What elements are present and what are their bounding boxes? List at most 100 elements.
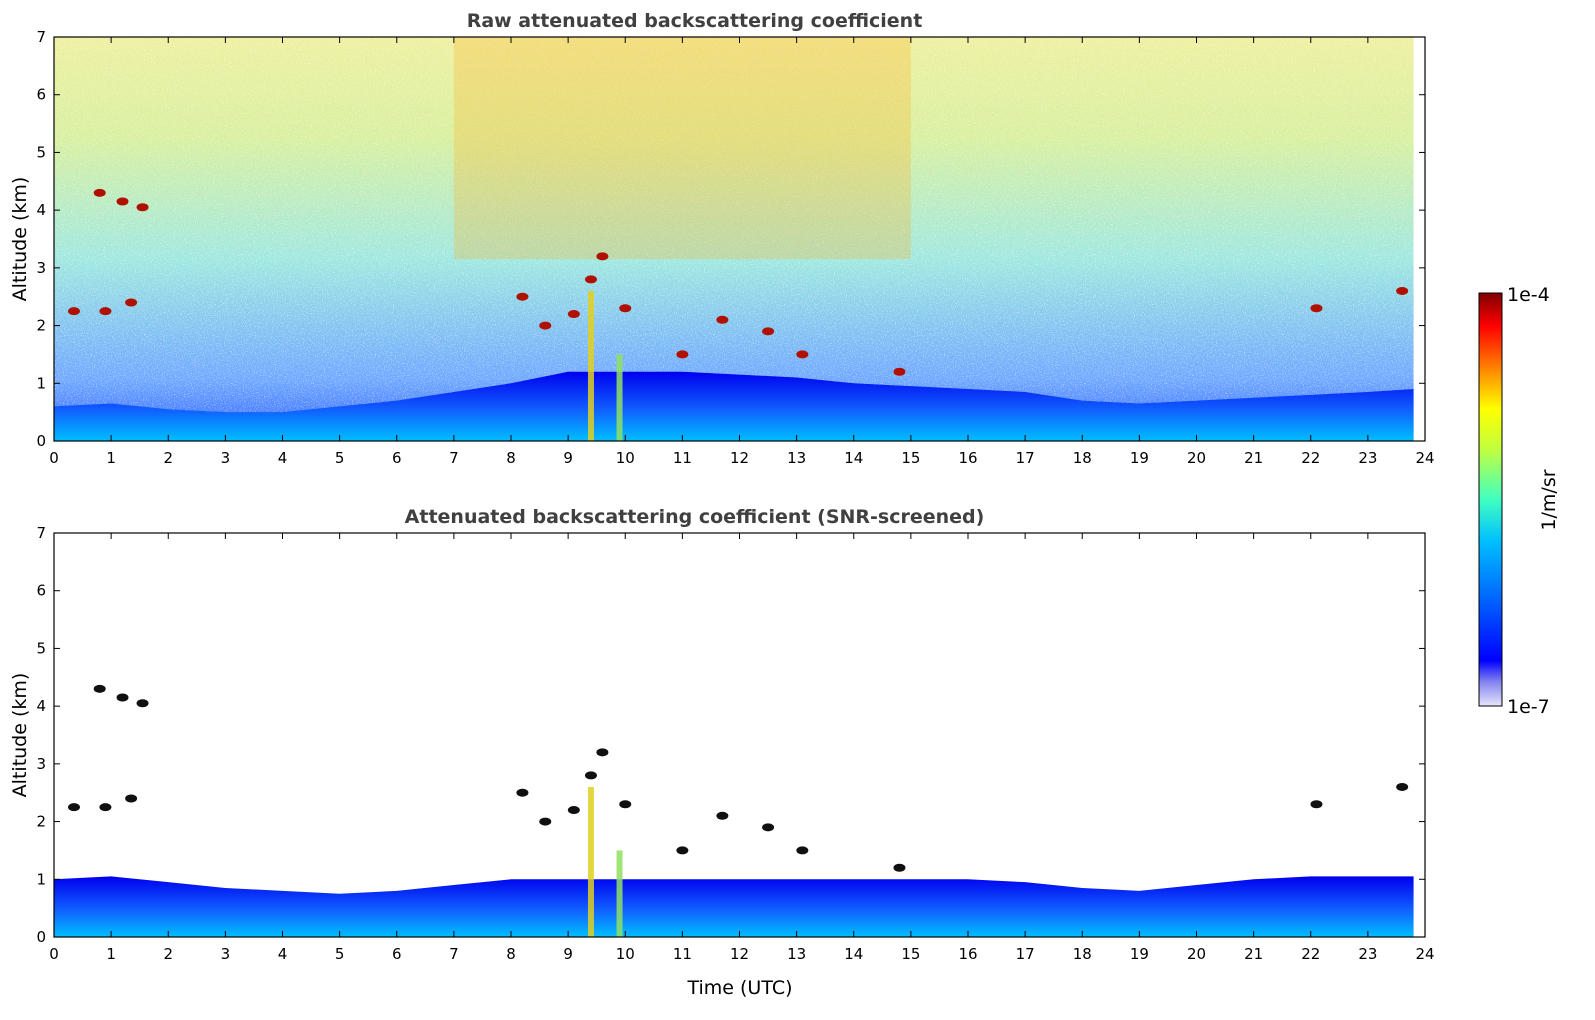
y-tick-label: 3 (36, 259, 46, 277)
cloud-feature (584, 275, 597, 284)
y-tick-label: 7 (36, 524, 46, 542)
x-tick-label: 10 (616, 449, 635, 467)
x-tick-label: 23 (1358, 945, 1377, 963)
x-tick-label: 9 (563, 449, 573, 467)
y-tick-label: 7 (36, 28, 46, 46)
colorbar-max-label: 1e-4 (1507, 284, 1550, 306)
x-tick-label: 0 (49, 945, 59, 963)
x-tick-label: 20 (1187, 449, 1206, 467)
cloud-feature (136, 699, 149, 708)
y-tick-label: 1 (36, 870, 46, 888)
cloud-feature (539, 321, 552, 330)
x-tick-label: 6 (392, 945, 402, 963)
x-tick-label: 2 (163, 945, 173, 963)
panel-title: Attenuated backscattering coefficient (S… (405, 506, 985, 528)
y-tick-label: 4 (36, 697, 46, 715)
x-tick-label: 3 (221, 449, 231, 467)
daytime-noise-band (453, 37, 911, 260)
x-tick-label: 15 (901, 449, 920, 467)
cloud-feature (539, 817, 552, 826)
x-tick-label: 13 (787, 449, 806, 467)
x-tick-label: 21 (1244, 449, 1263, 467)
x-tick-label: 11 (673, 945, 692, 963)
noise-speckle-overlay (54, 37, 1414, 441)
mixing-layer-area (54, 371, 1414, 441)
y-tick-label: 5 (36, 639, 46, 657)
cloud-feature (67, 307, 80, 316)
y-tick-label: 2 (36, 317, 46, 335)
x-tick-label: 22 (1301, 945, 1320, 963)
x-tick-label: 7 (449, 449, 459, 467)
cloud-feature (584, 771, 597, 780)
x-tick-label: 0 (49, 449, 59, 467)
x-tick-label: 19 (1130, 945, 1149, 963)
cloud-feature (619, 304, 632, 313)
x-tick-label: 18 (1073, 449, 1092, 467)
plot-frame (53, 532, 1426, 938)
cloud-feature (619, 800, 632, 809)
cloud-feature (596, 748, 609, 757)
mixing-layer-area (54, 876, 1414, 937)
y-axis-label: Altitude (km) (9, 673, 31, 798)
snr-screened-backscatter-panel: 0 1 2 3 4 5 6 7 8 9 10 11 12 13 14 15 16 17 18 19 20 21 22 23 24… (9, 506, 1435, 963)
x-tick-label: 4 (278, 449, 288, 467)
cloud-feature (567, 310, 580, 319)
x-tick-label: 23 (1358, 449, 1377, 467)
cloud-feature (125, 298, 138, 307)
y-tick-label: 0 (36, 928, 46, 946)
cloud-feature (116, 693, 129, 702)
y-tick-label: 6 (36, 86, 46, 104)
cloud-feature (596, 252, 609, 261)
x-tick-label: 24 (1415, 449, 1434, 467)
x-tick-label: 2 (163, 449, 173, 467)
x-tick-label: 6 (392, 449, 402, 467)
cloud-feature (516, 292, 529, 301)
cloud-feature (796, 350, 809, 359)
precipitation-streak (587, 786, 594, 937)
cloud-feature (716, 811, 729, 820)
colorbar-gradient (1478, 292, 1503, 707)
cloud-feature (1310, 304, 1323, 313)
precipitation-streak (616, 850, 623, 937)
cloud-feature (676, 350, 689, 359)
y-axis-label: Altitude (km) (9, 177, 31, 302)
x-tick-label: 19 (1130, 449, 1149, 467)
cloud-feature (893, 367, 906, 376)
x-tick-label: 12 (730, 945, 749, 963)
cloud-feature (93, 188, 106, 197)
cloud-feature (716, 315, 729, 324)
cloud-feature (136, 203, 149, 212)
y-tick-label: 3 (36, 755, 46, 773)
x-tick-label: 7 (449, 945, 459, 963)
y-tick-label: 4 (36, 201, 46, 219)
cloud-feature (1396, 782, 1409, 791)
y-tick-label: 1 (36, 374, 46, 392)
cloud-feature (1310, 800, 1323, 809)
cloud-feature (762, 327, 775, 336)
x-tick-label: 24 (1415, 945, 1434, 963)
x-tick-label: 16 (958, 945, 977, 963)
cloud-feature (796, 846, 809, 855)
x-tick-label: 4 (278, 945, 288, 963)
y-tick-label: 5 (36, 143, 46, 161)
cloud-feature (1396, 286, 1409, 295)
cloud-feature (516, 788, 529, 797)
y-tick-label: 6 (36, 582, 46, 600)
cloud-feature (762, 823, 775, 832)
y-tick-label: 2 (36, 813, 46, 831)
x-tick-label: 9 (563, 945, 573, 963)
precipitation-streak (616, 354, 623, 441)
x-tick-label: 13 (787, 945, 806, 963)
x-tick-label: 10 (616, 945, 635, 963)
x-tick-label: 1 (106, 449, 116, 467)
cloud-feature (676, 846, 689, 855)
cloud-feature (893, 863, 906, 872)
colorbar-min-label: 1e-7 (1507, 696, 1550, 718)
x-tick-label: 11 (673, 449, 692, 467)
raw-backscatter-panel: 0 1 2 3 4 5 6 7 8 9 10 11 12 13 14 15 16 17 18 19 20 21 22 23 24… (9, 10, 1435, 467)
x-tick-label: 18 (1073, 945, 1092, 963)
colorbar: 1e-4 1e-7 1/m/sr (1478, 284, 1560, 718)
cloud-feature (116, 197, 129, 206)
x-tick-label: 14 (844, 449, 863, 467)
